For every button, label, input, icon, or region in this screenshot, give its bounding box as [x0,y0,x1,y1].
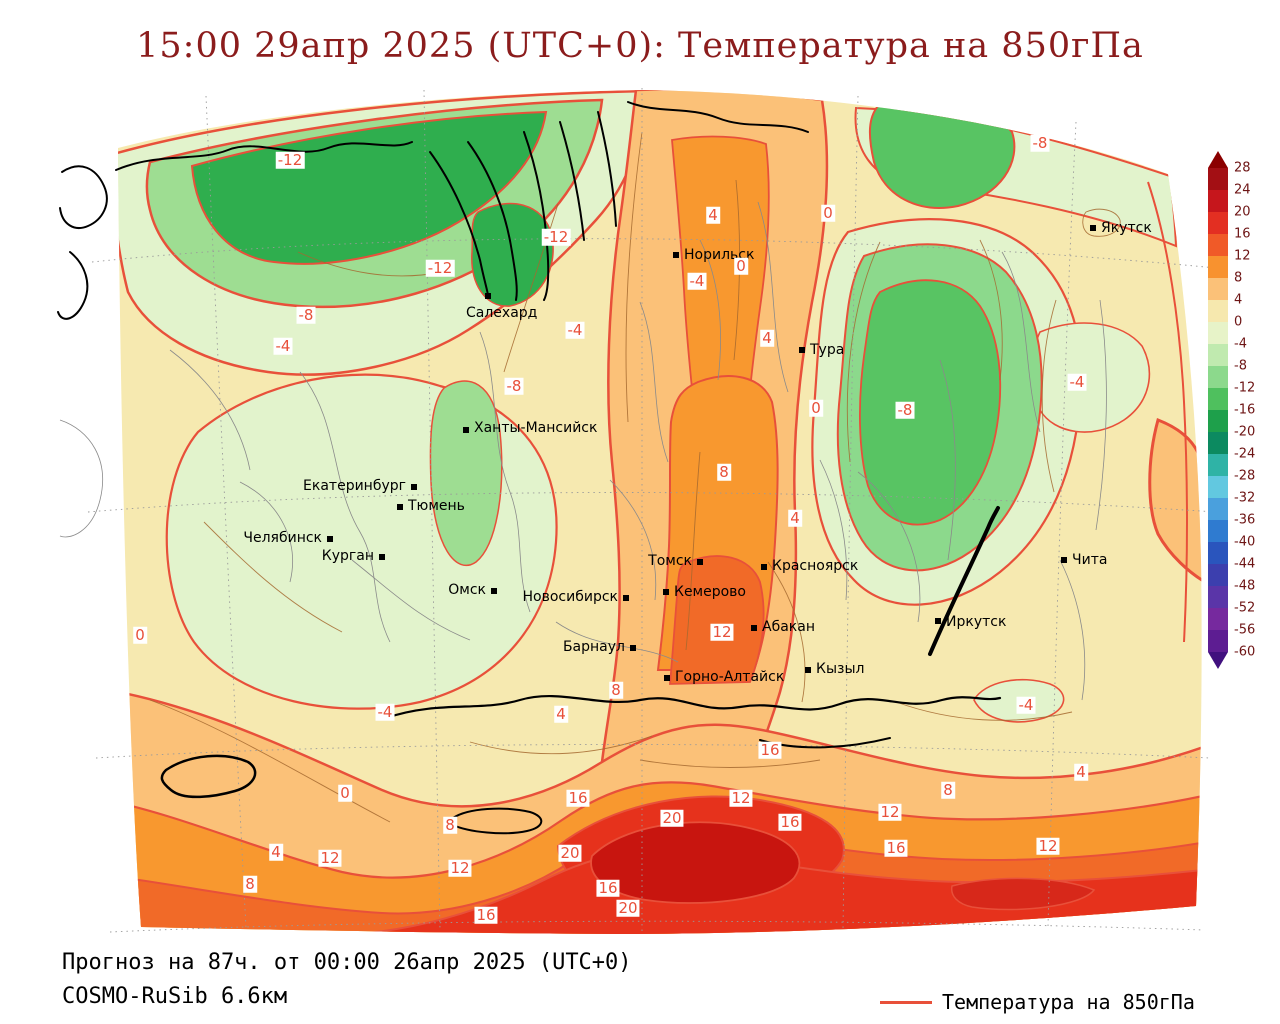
legend-label: Температура на 850гПа [942,990,1195,1014]
temperature-line-icon [880,1000,932,1004]
graticule [87,88,1217,933]
page-title: 15:00 29апр 2025 (UTC+0): Температура на… [136,26,1144,66]
model-info: COSMO-RuSib 6.6км [62,984,288,1009]
admin-boundaries [59,201,1107,701]
legend: Температура на 850гПа [880,990,1195,1014]
temperature-field [118,90,1202,934]
minor-contours [149,131,1121,823]
coastlines [57,101,1002,835]
forecast-info: Прогноз на 87ч. от 00:00 26апр 2025 (UTC… [62,950,632,975]
